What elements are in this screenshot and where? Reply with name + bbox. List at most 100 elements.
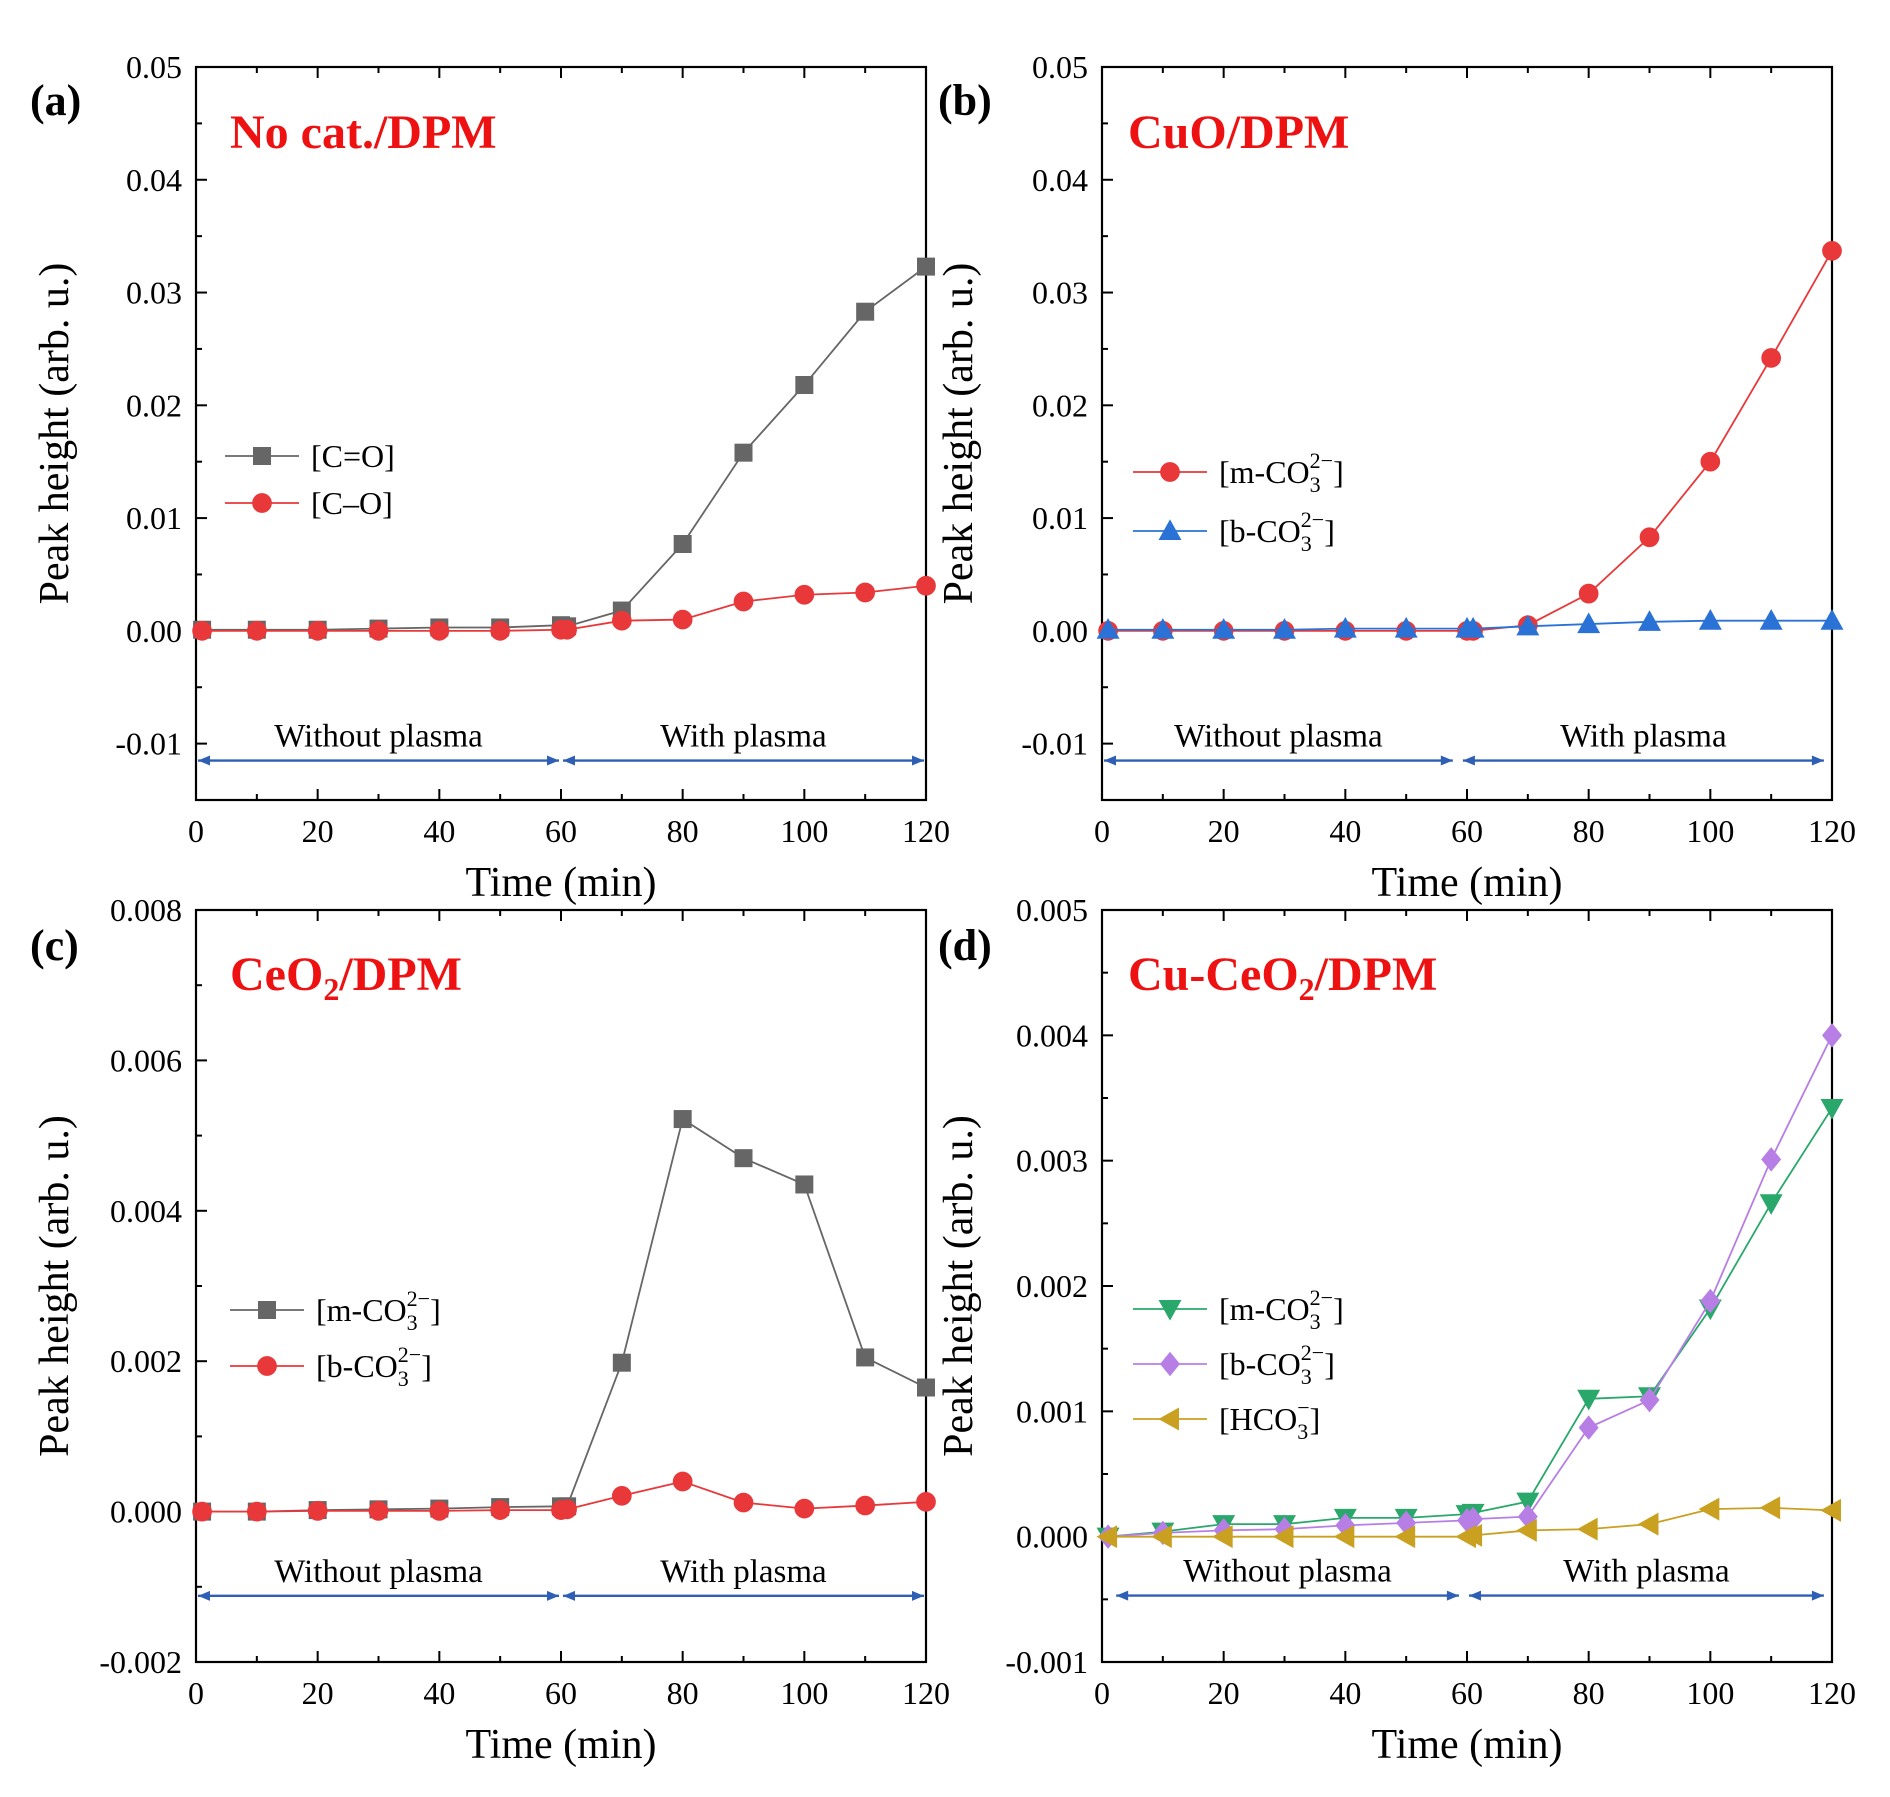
text-part: No cat./DPM bbox=[230, 106, 497, 159]
data-point bbox=[1212, 618, 1236, 639]
x-tick-label: 60 bbox=[545, 1675, 577, 1711]
data-point bbox=[192, 1501, 212, 1522]
region-label: With plasma bbox=[1563, 1554, 1730, 1590]
data-point bbox=[246, 620, 267, 641]
y-tick-label: 0.04 bbox=[1032, 162, 1088, 198]
region-arrowhead-left bbox=[563, 1590, 575, 1601]
data-point bbox=[1577, 612, 1601, 634]
region-label: With plasma bbox=[660, 1554, 827, 1590]
y-tick-label: 0.05 bbox=[126, 49, 182, 85]
series-1 bbox=[1096, 609, 1844, 639]
x-axis-title: Time (min) bbox=[1372, 1722, 1563, 1768]
x-tick-label: 40 bbox=[1329, 1675, 1361, 1711]
x-tick-label: 0 bbox=[1094, 813, 1110, 849]
region-arrowhead-right bbox=[1446, 1590, 1459, 1601]
text-part: 2− bbox=[1310, 448, 1333, 473]
series-0 bbox=[1098, 240, 1842, 641]
data-point bbox=[1096, 1525, 1118, 1549]
text-part: [m-CO bbox=[1219, 454, 1310, 490]
data-point bbox=[795, 1175, 814, 1194]
data-point bbox=[557, 619, 577, 640]
region-arrowhead-right bbox=[547, 755, 559, 766]
data-point bbox=[1820, 1498, 1841, 1522]
text-part: [C–O] bbox=[311, 485, 393, 521]
data-point bbox=[856, 302, 875, 321]
data-point bbox=[1759, 609, 1783, 630]
data-point bbox=[855, 1495, 876, 1516]
text-part: ] bbox=[421, 1348, 432, 1384]
x-tick-label: 100 bbox=[780, 813, 828, 849]
region-label: With plasma bbox=[1560, 719, 1727, 755]
y-tick-label: 0.004 bbox=[1016, 1017, 1088, 1053]
text-part: ] bbox=[1333, 454, 1344, 490]
y-tick-label: 0.02 bbox=[1032, 387, 1088, 423]
text-part: 3 bbox=[1297, 1419, 1308, 1444]
data-point bbox=[1578, 583, 1599, 604]
legend-item: [HCO3−] bbox=[1133, 1395, 1320, 1444]
y-tick-label: 0.05 bbox=[1032, 49, 1088, 85]
data-point bbox=[1333, 1525, 1355, 1549]
catalyst-title: CeO2/DPM bbox=[230, 948, 462, 1007]
text-part: 2 bbox=[1299, 971, 1315, 1007]
legend-marker bbox=[1158, 1407, 1179, 1431]
data-point bbox=[734, 443, 753, 462]
catalyst-title: Cu-CeO2/DPM bbox=[1128, 948, 1437, 1007]
data-point bbox=[1577, 1517, 1598, 1541]
data-point bbox=[490, 620, 511, 641]
legend-label: [m-CO32−] bbox=[1219, 1285, 1344, 1334]
y-tick-label: -0.001 bbox=[1005, 1644, 1088, 1680]
y-axis-title: Peak height (arb. u.) bbox=[936, 1115, 982, 1457]
text-part: [HCO bbox=[1219, 1401, 1297, 1437]
y-axis-title: Peak height (arb. u.) bbox=[32, 1115, 78, 1457]
data-point bbox=[673, 1110, 692, 1129]
region-arrowhead-right bbox=[912, 755, 924, 766]
text-part: ] bbox=[1333, 1291, 1344, 1327]
region-arrowhead-right bbox=[547, 1590, 559, 1601]
data-point bbox=[1759, 1496, 1781, 1520]
x-tick-label: 120 bbox=[1808, 1675, 1856, 1711]
x-tick-label: 120 bbox=[902, 813, 950, 849]
data-point bbox=[733, 1492, 754, 1513]
text-part: /DPM bbox=[1314, 948, 1438, 1001]
region-arrowhead-right bbox=[1811, 1590, 1824, 1601]
data-point bbox=[429, 620, 450, 641]
panel-label: (b) bbox=[938, 76, 992, 125]
x-tick-label: 80 bbox=[1573, 1675, 1605, 1711]
text-part: ] bbox=[1310, 1401, 1321, 1437]
plot-frame bbox=[194, 908, 928, 1664]
region-arrowhead-left bbox=[563, 755, 575, 766]
x-tick-label: 40 bbox=[1329, 813, 1361, 849]
y-tick-label: 0.00 bbox=[1032, 613, 1088, 649]
region-arrowhead-left bbox=[1116, 1590, 1129, 1601]
text-part: CeO bbox=[230, 948, 323, 1001]
region-arrowhead-left bbox=[198, 1590, 210, 1601]
plot-frame bbox=[1100, 65, 1834, 802]
y-tick-label: 0.01 bbox=[126, 500, 182, 536]
data-point bbox=[1822, 1023, 1842, 1048]
y-tick-label: 0.000 bbox=[1016, 1519, 1088, 1555]
data-point bbox=[734, 1149, 753, 1168]
y-tick-label: 0.02 bbox=[126, 387, 182, 423]
data-point bbox=[856, 1348, 875, 1367]
data-point bbox=[916, 1491, 936, 1512]
data-point bbox=[1578, 1415, 1599, 1440]
data-point bbox=[1461, 616, 1485, 638]
text-part: 3 bbox=[407, 1310, 418, 1335]
data-point bbox=[795, 376, 814, 395]
y-tick-label: 0.04 bbox=[126, 162, 182, 198]
x-tick-label: 100 bbox=[1686, 813, 1734, 849]
data-point bbox=[1698, 609, 1722, 630]
text-part: ] bbox=[1324, 513, 1335, 549]
x-tick-label: 40 bbox=[423, 813, 455, 849]
x-tick-label: 20 bbox=[1208, 1675, 1240, 1711]
x-tick-label: 100 bbox=[1686, 1675, 1734, 1711]
x-tick-label: 120 bbox=[902, 1675, 950, 1711]
data-point bbox=[1700, 1288, 1721, 1314]
data-point bbox=[1394, 616, 1418, 638]
data-point bbox=[917, 257, 935, 276]
region-arrowhead-right bbox=[912, 1590, 924, 1601]
data-point bbox=[1272, 1525, 1294, 1549]
data-point bbox=[1698, 1497, 1720, 1521]
series-0 bbox=[193, 257, 935, 639]
